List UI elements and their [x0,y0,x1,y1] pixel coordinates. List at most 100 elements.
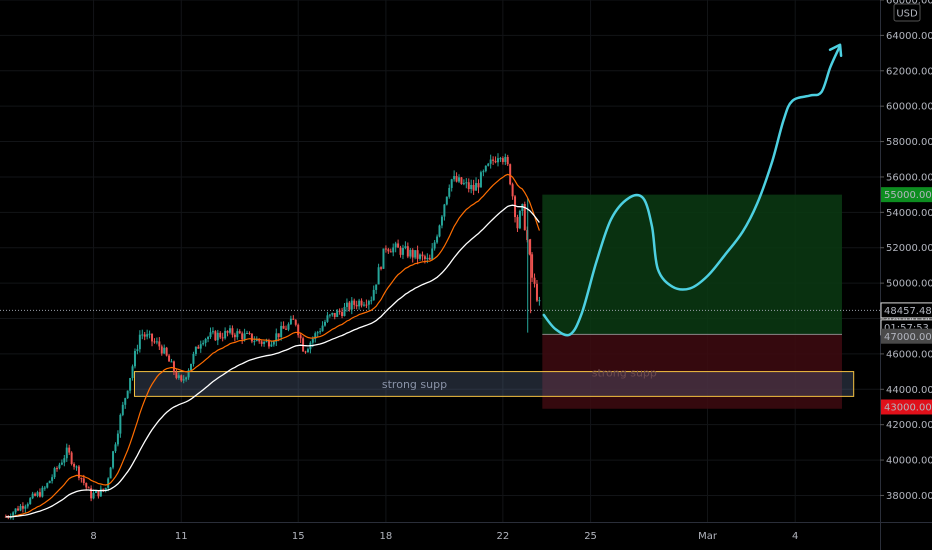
candle-body [233,334,236,338]
projection-arrow-icon [828,43,843,58]
candle-body [426,257,429,260]
support-label-2: strong supp [592,367,657,380]
candle-body [280,325,283,337]
candle-body [97,490,100,497]
candle-body [314,333,317,339]
candle-body [75,466,78,468]
candle-body [248,333,251,335]
price-axis[interactable]: 38000.00 40000.00 42000.00 44000.00 46000.00… [880,0,932,550]
candle-body [367,301,370,305]
candle-body [333,312,336,317]
candle-body [82,478,85,483]
candle-body [90,488,93,499]
candle-body [94,490,97,493]
price-axis-pane [880,0,932,550]
candle-body [238,331,241,334]
candle-body [253,341,256,343]
candle-body [197,346,200,349]
candle-body [428,257,431,260]
candle-body [506,156,509,165]
candle-body [102,488,105,491]
candle-body [496,158,499,163]
candle-body [338,310,341,312]
candle-body [133,351,136,367]
support-label: strong supp [382,378,447,391]
candle-body [523,204,526,231]
candle-body [21,505,24,509]
candle-body [48,480,51,484]
moving-averages [5,173,540,518]
candle-body [360,300,363,306]
candle-body [533,277,536,284]
candle-body [389,251,392,253]
candle-body [443,204,446,217]
drawings [542,43,843,337]
candle-body [528,239,531,255]
candle-body [362,304,365,306]
candle-body [394,243,397,248]
candle-body [214,331,217,341]
candle-body [190,363,193,371]
candle-body [107,478,110,488]
candle-body [209,332,212,338]
time-axis[interactable]: 8 11 15 18 22 25 Mar 4 [0,522,932,543]
candle-body [465,182,468,184]
candle-body [467,182,470,190]
candle-body [470,184,473,190]
candle-body [246,333,249,335]
ema-orange-line [5,173,540,518]
candle-body [423,256,426,260]
candle-body [462,183,465,185]
candle-body [236,331,239,338]
price-tag-label-countdown: 01:57:53 [884,323,929,334]
candle-body [155,341,158,343]
candle-body [41,487,44,497]
candle-body [124,398,127,405]
candle-body [163,347,166,354]
price-tag-label-current: 48457.48 [884,306,932,317]
price-tag-current [880,302,932,319]
candle-body [43,487,46,489]
time-tick-label: 11 [175,531,188,542]
currency-box[interactable] [893,3,921,22]
candle-body [343,306,346,317]
candle-body [80,477,83,479]
candle-body [297,324,300,336]
ema-white-line [5,204,540,518]
candle-body [504,156,507,162]
candle-body [348,302,351,310]
candle-body [292,318,295,320]
candle-body [168,355,171,362]
candle-body [104,487,107,491]
candle-body [299,335,302,339]
candle-body [538,300,541,302]
candle-body [431,248,434,260]
candle-body [355,304,358,307]
candle-body [336,310,339,317]
price-tags: 48457.48 01:57:53 55000.00 47000.00 43000.00 [880,187,932,415]
candle-body [294,319,297,325]
candle-body [63,458,66,463]
candle-body [477,183,480,188]
candle-body [479,172,482,188]
candle-body [311,338,314,343]
candle-body [377,267,380,285]
candle-body [492,159,495,161]
price-tag-label-entry: 47000.00 [884,332,932,343]
candle-body [165,347,168,356]
candle-body [460,177,463,185]
candle-body [509,164,512,185]
price-tick-label: 50000.00 [886,279,932,290]
candle-body [375,284,378,290]
price-tick-label: 64000.00 [886,31,932,42]
candle-body [489,159,492,164]
candle-body [185,377,188,380]
candle-body [231,328,234,335]
candle-body [24,506,27,509]
candle-body [143,334,146,337]
candle-body [180,375,183,381]
currency-label: USD [896,9,918,20]
candle-body [121,404,124,415]
candle-body [29,498,32,505]
